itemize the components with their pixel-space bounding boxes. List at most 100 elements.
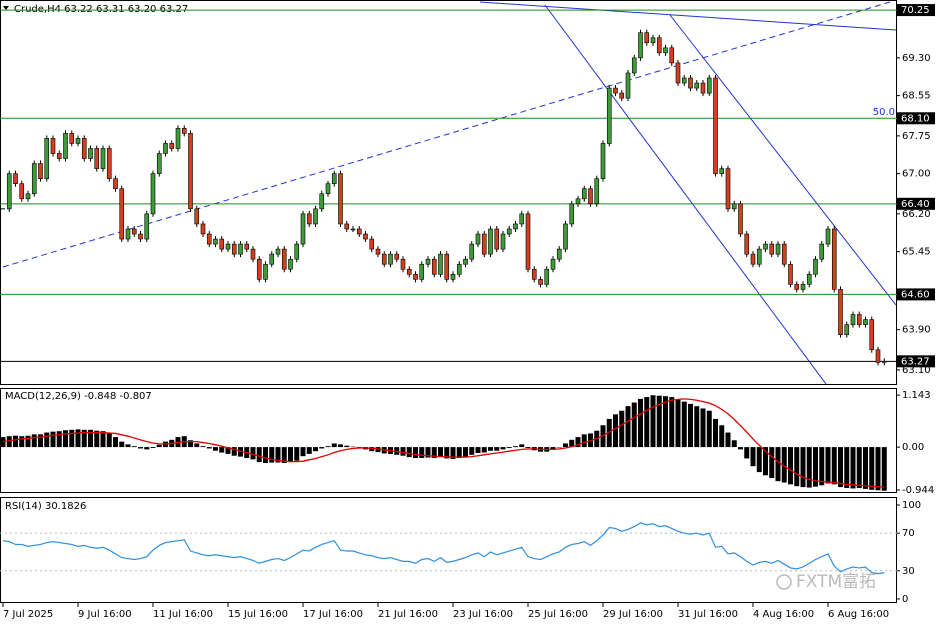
y-tick-label: 1.143 [902, 390, 931, 401]
candle [163, 143, 168, 154]
candle [606, 87, 612, 144]
candle [544, 268, 550, 285]
macd-bar [756, 447, 762, 473]
macd-bar [394, 447, 400, 455]
macd-bar [113, 437, 118, 448]
candle [581, 188, 587, 200]
channel-line [544, 4, 827, 385]
candle [781, 243, 787, 265]
candle [406, 268, 412, 275]
candle [269, 253, 275, 265]
candle [119, 188, 125, 240]
macd-bar [238, 447, 243, 457]
candle [706, 77, 712, 94]
macd-bar [606, 418, 612, 448]
rsi-pane [0, 497, 897, 603]
macd-bar [300, 447, 306, 457]
x-tick-label: 25 Jul 16:00 [528, 609, 588, 620]
candle [550, 258, 556, 270]
macd-bar [269, 447, 275, 463]
macd-bar [425, 447, 431, 458]
macd-bar [281, 447, 287, 463]
candle [788, 263, 793, 285]
level-box [897, 112, 935, 125]
macd-bar [400, 447, 406, 456]
candle [513, 223, 518, 230]
candle [481, 233, 487, 255]
candle [250, 248, 256, 260]
candle [750, 253, 756, 265]
candle [756, 248, 762, 265]
y-tick-label: 66.20 [902, 209, 931, 220]
x-tick-label: 17 Jul 16:00 [303, 609, 363, 620]
macd-bar [125, 444, 131, 448]
candle [188, 133, 193, 210]
macd-bar [525, 447, 531, 448]
macd-bar [881, 447, 887, 491]
macd-bar [313, 447, 318, 452]
rsi-line [2, 522, 885, 575]
candle [625, 72, 631, 99]
y-tick-label: 70 [902, 528, 915, 539]
candle [744, 233, 750, 255]
macd-bar [763, 447, 768, 476]
macd-bar [725, 432, 731, 448]
x-tick-label: 6 Aug 16:00 [828, 609, 889, 620]
macd-bar [744, 447, 750, 459]
macd-bar [200, 446, 206, 448]
macd-bar [519, 444, 525, 448]
candle [38, 163, 43, 179]
candle [294, 243, 300, 260]
macd-bar [700, 408, 706, 448]
macd-bar [206, 447, 212, 449]
candle [156, 153, 162, 174]
macd-bar [194, 443, 200, 448]
trend-line [2, 1, 891, 268]
macd-bar [794, 447, 800, 487]
x-tick-label: 31 Jul 16:00 [678, 609, 738, 620]
candle [125, 228, 131, 240]
macd-bar [225, 447, 231, 454]
candle [575, 198, 581, 205]
macd-bar [506, 447, 512, 448]
macd-bar [156, 444, 162, 448]
macd-bar [63, 430, 68, 448]
macd-bar [44, 432, 50, 448]
candle [75, 138, 81, 144]
y-tick-label: 68.55 [902, 91, 931, 102]
candle [300, 213, 306, 245]
candle [63, 133, 68, 159]
macd-bar [144, 447, 150, 450]
candle [619, 92, 625, 99]
candle [81, 138, 87, 159]
candle [88, 148, 93, 159]
level-label: 70.25 [901, 5, 930, 16]
level-box [897, 197, 935, 210]
macd-bar [444, 447, 450, 459]
candle [775, 243, 781, 255]
macd-bar [81, 429, 87, 448]
macd-bar [475, 447, 481, 453]
candle [338, 173, 343, 225]
macd-bar [563, 443, 568, 448]
macd-bar [500, 447, 506, 450]
candle [375, 248, 381, 255]
macd-bar [800, 447, 806, 488]
candle [656, 37, 662, 54]
candle [19, 183, 25, 200]
candle [850, 314, 856, 325]
candle [613, 87, 618, 94]
candle [31, 163, 37, 195]
candle [506, 228, 512, 235]
macd-bar [488, 447, 493, 451]
y-tick-label: 67.00 [902, 169, 931, 180]
candle [669, 47, 675, 64]
candle [281, 248, 287, 270]
macd-bar [369, 447, 375, 452]
macd-bar [219, 447, 225, 453]
macd-bar [775, 447, 781, 482]
y-tick-label: 100 [902, 500, 921, 511]
macd-bar [550, 447, 556, 450]
level-label: 66.40 [901, 199, 930, 210]
candle [456, 263, 462, 275]
